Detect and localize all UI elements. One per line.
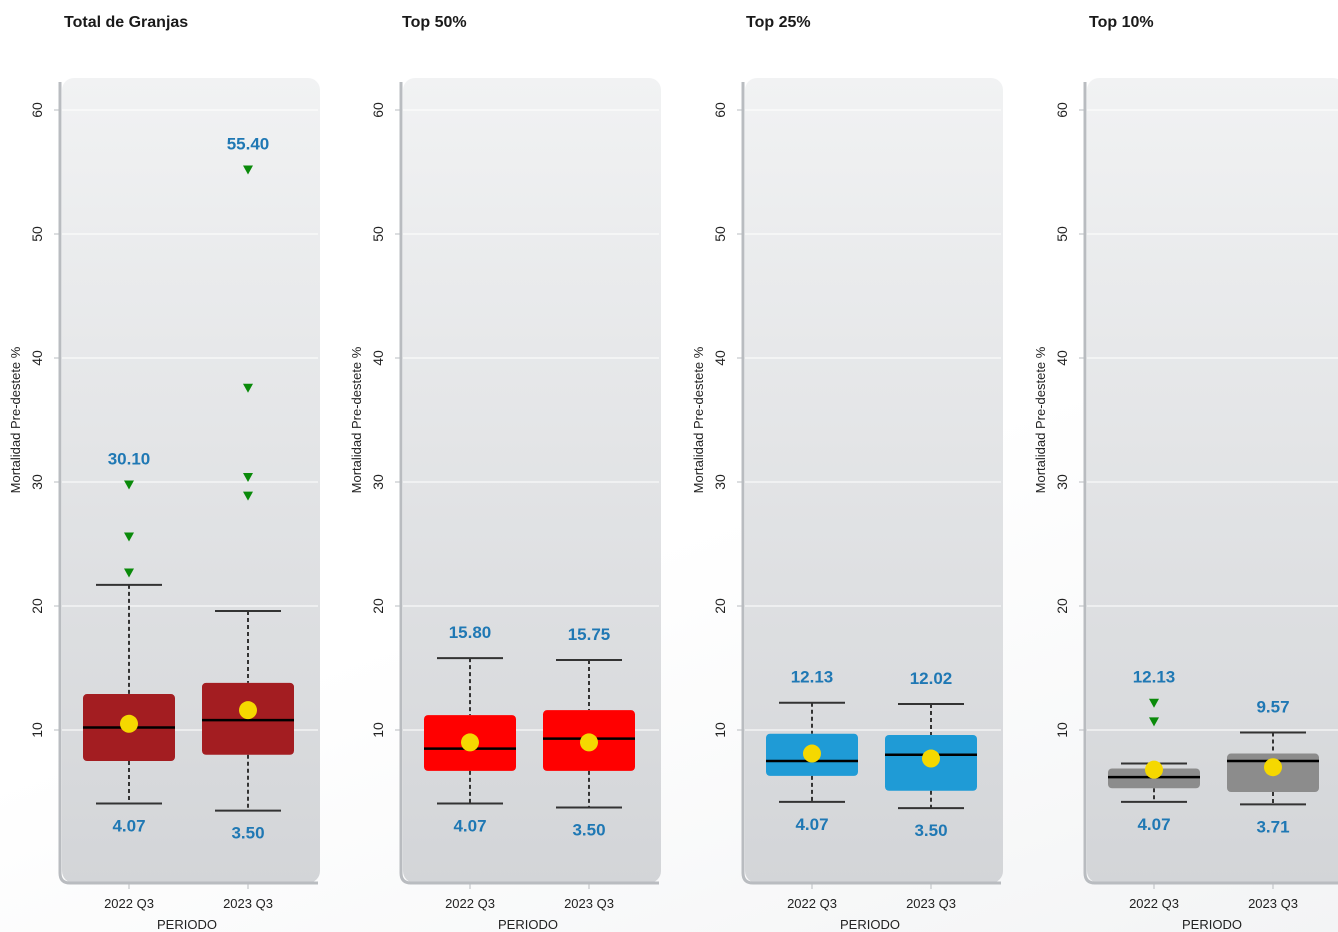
chart-panel-2: 10 20 30 40 50 60 Mortalidad Pre-destete % PERI… <box>691 78 1003 932</box>
box-0: 2022 Q3 15.80 4.07 <box>424 623 516 911</box>
max-value-label: 9.57 <box>1256 697 1289 716</box>
y-tick-label: 50 <box>29 226 45 242</box>
max-value-label: 12.13 <box>791 668 834 687</box>
y-tick-label: 20 <box>29 598 45 614</box>
max-value-label: 30.10 <box>108 449 151 468</box>
max-value-label: 55.40 <box>227 135 270 154</box>
axis-frame <box>741 82 1001 885</box>
min-value-label: 4.07 <box>1137 815 1170 834</box>
axis-frame <box>58 82 318 885</box>
plot-area <box>745 78 1003 883</box>
box-0: 2022 Q3 30.10 4.07 <box>83 449 175 911</box>
max-value-label: 15.80 <box>449 623 492 642</box>
plot-area <box>62 78 320 883</box>
chart-title-top50: Top 50% <box>402 14 467 31</box>
x-tick-label: 2023 Q3 <box>1248 896 1298 911</box>
outlier-marker <box>243 165 253 175</box>
box-0: 2022 Q3 12.13 4.07 <box>766 668 858 911</box>
mean-marker <box>580 733 598 752</box>
mean-marker <box>1264 758 1282 777</box>
x-tick-label: 2023 Q3 <box>564 896 614 911</box>
min-value-label: 4.07 <box>112 817 145 836</box>
box-1: 2023 Q3 15.75 3.50 <box>543 625 635 911</box>
chart-panel-0: 10 20 30 40 50 60 Mortalidad Pre-destete % PERI… <box>8 78 320 932</box>
y-axis-label: Mortalidad Pre-destete % <box>691 346 706 493</box>
plot-area <box>403 78 661 883</box>
outlier-marker <box>243 491 253 501</box>
mean-marker <box>461 733 479 752</box>
max-value-label: 12.13 <box>1133 668 1176 687</box>
y-tick-label: 10 <box>370 722 386 738</box>
min-value-label: 3.50 <box>914 821 947 840</box>
y-tick-label: 40 <box>1054 350 1070 366</box>
y-tick-label: 10 <box>1054 722 1070 738</box>
outlier-marker <box>1149 717 1159 727</box>
y-axis-label: Mortalidad Pre-destete % <box>349 346 364 493</box>
min-value-label: 4.07 <box>795 815 828 834</box>
min-value-label: 3.50 <box>572 821 605 840</box>
axis-frame <box>1083 82 1338 885</box>
x-tick-label: 2022 Q3 <box>104 896 154 911</box>
y-tick-label: 40 <box>370 350 386 366</box>
x-tick-label: 2022 Q3 <box>787 896 837 911</box>
outlier-marker <box>1149 698 1159 708</box>
x-axis-label: PERIODO <box>157 917 217 932</box>
y-tick-label: 30 <box>712 474 728 490</box>
x-tick-label: 2022 Q3 <box>445 896 495 911</box>
x-axis-label: PERIODO <box>498 917 558 932</box>
y-tick-label: 10 <box>29 722 45 738</box>
mean-marker <box>120 714 138 733</box>
outlier-marker <box>124 568 134 578</box>
max-value-label: 15.75 <box>568 625 611 644</box>
mean-marker <box>803 744 821 763</box>
y-tick-label: 20 <box>1054 598 1070 614</box>
mean-marker <box>239 701 257 720</box>
y-tick-label: 30 <box>29 474 45 490</box>
box-0: 2022 Q3 12.13 4.07 <box>1108 668 1200 911</box>
y-axis-label: Mortalidad Pre-destete % <box>1033 346 1048 493</box>
mean-marker <box>922 749 940 768</box>
x-axis-label: PERIODO <box>840 917 900 932</box>
min-value-label: 4.07 <box>453 817 486 836</box>
y-tick-label: 10 <box>712 722 728 738</box>
max-value-label: 12.02 <box>910 669 953 688</box>
y-tick-label: 20 <box>712 598 728 614</box>
y-tick-label: 40 <box>29 350 45 366</box>
x-tick-label: 2022 Q3 <box>1129 896 1179 911</box>
box-1: 2023 Q3 9.57 3.71 <box>1227 697 1319 911</box>
chart-panel-3: 10 20 30 40 50 60 Mortalidad Pre-destete % PERI… <box>1033 78 1338 932</box>
chart-title-total: Total de Granjas <box>64 14 189 31</box>
y-tick-label: 60 <box>370 102 386 118</box>
x-tick-label: 2023 Q3 <box>906 896 956 911</box>
outlier-marker <box>124 480 134 490</box>
box-1: 2023 Q3 55.40 3.50 <box>202 135 294 911</box>
outlier-marker <box>124 532 134 542</box>
min-value-label: 3.50 <box>231 824 264 843</box>
chart-title-top10: Top 10% <box>1089 14 1154 31</box>
min-value-label: 3.71 <box>1256 817 1289 836</box>
x-tick-label: 2023 Q3 <box>223 896 273 911</box>
y-tick-label: 30 <box>370 474 386 490</box>
y-tick-label: 60 <box>1054 102 1070 118</box>
y-tick-label: 30 <box>1054 474 1070 490</box>
outlier-marker <box>243 383 253 393</box>
chart-panel-1: 10 20 30 40 50 60 Mortalidad Pre-destete % PERI… <box>349 78 661 932</box>
plot-area <box>1087 78 1338 883</box>
chart-title-top25: Top 25% <box>746 14 811 31</box>
x-axis-label: PERIODO <box>1182 917 1242 932</box>
y-axis-label: Mortalidad Pre-destete % <box>8 346 23 493</box>
y-tick-label: 20 <box>370 598 386 614</box>
box-1: 2023 Q3 12.02 3.50 <box>885 669 977 911</box>
axis-frame <box>399 82 659 885</box>
y-tick-label: 50 <box>712 226 728 242</box>
y-tick-label: 50 <box>370 226 386 242</box>
y-tick-label: 60 <box>29 102 45 118</box>
y-tick-label: 60 <box>712 102 728 118</box>
y-tick-label: 50 <box>1054 226 1070 242</box>
mean-marker <box>1145 760 1163 779</box>
y-tick-label: 40 <box>712 350 728 366</box>
outlier-marker <box>243 473 253 483</box>
